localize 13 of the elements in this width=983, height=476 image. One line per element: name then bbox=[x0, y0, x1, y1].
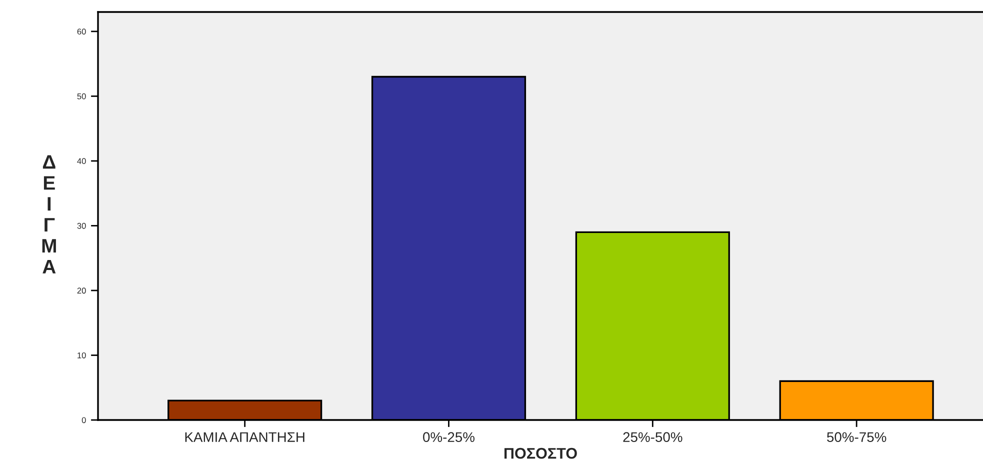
x-tick-label: ΚΑΜΙΑ ΑΠΑΝΤΗΣΗ bbox=[185, 432, 304, 442]
y-tick-label: 40 bbox=[77, 158, 86, 164]
y-axis-title: ΔΕΙΓΜΑ bbox=[42, 155, 56, 274]
x-tick-label: 50%-75% bbox=[827, 432, 886, 442]
x-tick-label: 0%-25% bbox=[423, 432, 474, 442]
y-tick-label: 0 bbox=[82, 417, 86, 424]
y-tick-label: 30 bbox=[77, 222, 86, 229]
y-tick-label: 50 bbox=[77, 93, 86, 100]
y-tick-label: 20 bbox=[77, 288, 86, 294]
x-tick-label: 25%-50% bbox=[623, 432, 682, 442]
x-axis-title: ΠΟΣΟΣΤΟ bbox=[504, 448, 577, 459]
y-tick-label: 10 bbox=[78, 352, 86, 358]
y-tick-label: 60 bbox=[77, 28, 86, 35]
